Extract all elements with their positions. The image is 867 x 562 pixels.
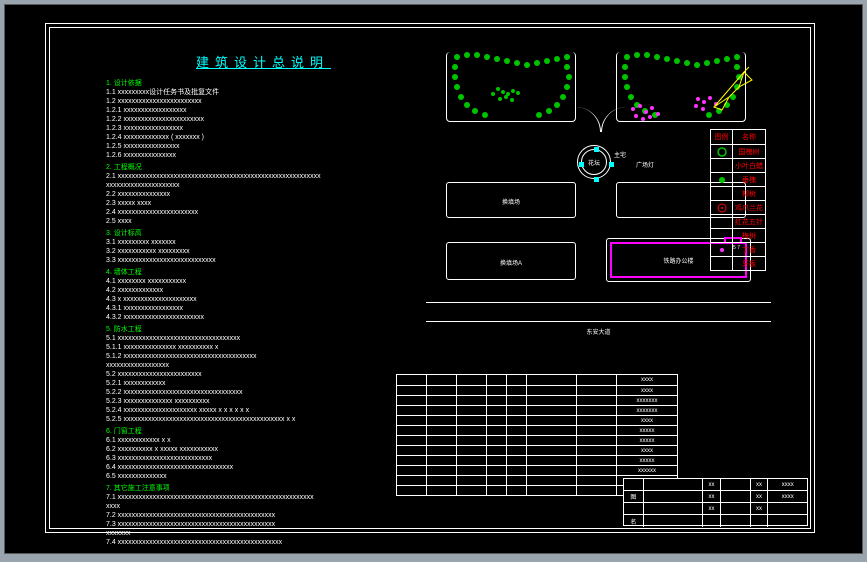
tree-icon (501, 90, 505, 94)
tree-icon (634, 114, 638, 118)
title-block: xxxxxxxx图xxxxxxxxxxxx名 (623, 478, 808, 526)
tree-icon (514, 60, 520, 66)
plot-nw (446, 52, 576, 122)
tree-icon (564, 54, 570, 60)
bldg-sw-label: 换填场A (447, 258, 575, 267)
tree-icon (464, 52, 470, 58)
tree-icon (504, 95, 508, 99)
lamp-icon (594, 147, 599, 152)
tree-icon (684, 60, 690, 66)
center-label-1: 主宅 (614, 150, 626, 159)
tree-icon (564, 84, 570, 90)
east-label: 广场灯 (636, 160, 654, 169)
tree-icon (694, 62, 700, 68)
tree-icon (631, 107, 635, 111)
lamp-icon (579, 162, 584, 167)
tree-icon (564, 64, 570, 70)
tree-icon (511, 89, 515, 93)
tree-icon (491, 92, 495, 96)
drawing-frame: 建筑设计总说明 1. 设计依据1.1 xxxxxxxxx设计任务书及批复文件1.… (45, 23, 815, 533)
tree-icon (628, 94, 634, 100)
tree-icon (654, 54, 660, 60)
tree-icon (560, 94, 566, 100)
tree-icon (546, 108, 552, 114)
tree-icon (482, 112, 488, 118)
tree-icon (504, 58, 510, 64)
tree-icon (644, 110, 648, 114)
specification-text: 1. 设计依据1.1 xxxxxxxxx设计任务书及批复文件1.2 xxxxxx… (106, 79, 406, 550)
tree-icon (516, 91, 520, 95)
tree-icon (452, 64, 458, 70)
tree-icon (641, 117, 645, 121)
tree-icon (474, 52, 480, 58)
tree-icon (638, 104, 642, 108)
tree-icon (696, 97, 700, 101)
cad-canvas: 建筑设计总说明 1. 设计依据1.1 xxxxxxxxx设计任务书及批复文件1.… (4, 4, 863, 554)
tree-icon (464, 102, 470, 108)
bldg-mid-w: 换填场 (446, 182, 576, 218)
tree-icon (496, 87, 500, 91)
main-road: 东安大道 (426, 302, 771, 322)
tree-icon (458, 94, 464, 100)
tree-icon (494, 56, 500, 62)
tree-icon (510, 98, 514, 102)
lamp-icon (594, 177, 599, 182)
tree-icon (656, 112, 660, 116)
tree-icon (454, 54, 460, 60)
tree-icon (648, 115, 652, 119)
tree-icon (644, 52, 650, 58)
tree-icon (484, 54, 490, 60)
tree-icon (452, 74, 458, 80)
tree-icon (664, 56, 670, 62)
title-underline (196, 68, 331, 69)
tree-icon (498, 97, 502, 101)
tree-icon (694, 104, 698, 108)
tree-icon (624, 54, 630, 60)
lamp-icon (609, 162, 614, 167)
north-arrow-icon (704, 62, 759, 122)
tree-icon (536, 112, 542, 118)
tree-icon (544, 58, 550, 64)
tree-icon (472, 108, 478, 114)
bldg-label: 换填场 (447, 197, 575, 206)
tree-icon (524, 62, 530, 68)
tree-icon (650, 106, 654, 110)
tree-icon (454, 84, 460, 90)
tree-icon (624, 84, 630, 90)
tree-icon (554, 56, 560, 62)
tree-icon (622, 64, 628, 70)
tree-icon (534, 60, 540, 66)
center-label-2: 花坛 (588, 158, 600, 167)
tree-icon (554, 102, 560, 108)
tree-icon (622, 74, 628, 80)
tree-icon (634, 52, 640, 58)
bldg-sw: 换填场A (446, 242, 576, 280)
tree-icon (566, 74, 572, 80)
legend-table: 图例名称国槐树小叶白蜡垂槐柳树鸡爪兰花红花五针梅树丁香牙板 (710, 129, 766, 271)
tree-icon (674, 58, 680, 64)
tree-icon (734, 54, 740, 60)
road-label: 东安大道 (426, 327, 771, 336)
